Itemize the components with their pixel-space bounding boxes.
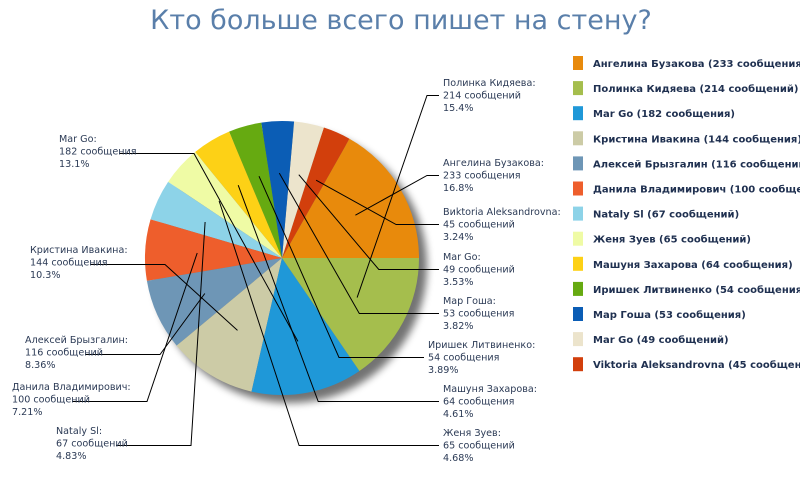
pie-slice: [251, 258, 360, 396]
legend-entry: Машуня Захарова (64 сообщения): [593, 259, 793, 271]
pie-slice: [282, 138, 419, 258]
legend-swatch: [573, 307, 583, 321]
slice-label: Mar Go:: [443, 252, 481, 263]
pie-slices: [144, 120, 419, 396]
legend-entry: Mar Go (182 сообщения): [593, 108, 735, 120]
leader-line: [72, 252, 198, 402]
slice-label: Женя Зуев:: [443, 428, 501, 439]
leader-line: [90, 264, 238, 331]
legend-swatch: [573, 281, 583, 296]
slice-label: Машуня Захарова:: [443, 384, 537, 395]
legend-entry: Ангелина Бузакова (233 сообщения): [593, 58, 800, 70]
slice-label: 8.36%: [25, 360, 55, 371]
legend-swatch: [573, 56, 583, 70]
chart-title: Кто больше всего пишет на стену?: [150, 5, 652, 36]
slice-label: 16.8%: [443, 183, 473, 194]
slice-label: 45 сообщений: [443, 220, 515, 231]
legend-swatch: [573, 206, 583, 221]
pie-slice: [282, 121, 324, 258]
slice-label: Виktoria Aleksandrovna:: [443, 207, 561, 218]
slice-label: 3.24%: [443, 232, 473, 243]
legend-swatch: [573, 81, 583, 96]
slice-label: Данила Владимирович:: [12, 382, 131, 393]
slice-label: Кристина Ивакина:: [30, 245, 128, 256]
slice-label: Мар Гоша:: [443, 296, 496, 307]
pie-slice: [144, 219, 282, 281]
legend-swatch: [573, 156, 583, 171]
leader-line: [298, 174, 439, 270]
slice-label: 3.82%: [443, 321, 473, 332]
slice-label: 144 сообщения: [30, 258, 108, 269]
legend-entry: Nataly Sl (67 сообщений): [593, 209, 739, 221]
legend-entry: Кристина Ивакина (144 сообщения): [593, 133, 800, 145]
legend-entry: Иришек Литвиненко (54 сообщения): [593, 284, 800, 296]
slice-label: 54 сообщения: [428, 353, 499, 364]
slice-label: 64 сообщения: [443, 397, 514, 408]
legend-swatch: [573, 357, 583, 372]
slice-label: Иришек Литвиненко:: [428, 340, 535, 351]
pie-slice: [261, 120, 295, 258]
slice-label: 10.3%: [30, 270, 60, 281]
leader-line: [218, 200, 439, 446]
leader-line: [278, 172, 439, 314]
slice-label: Mar Go:: [59, 134, 97, 145]
slice-label: Ангелина Бузакова:: [443, 158, 544, 169]
legend-swatch: [573, 131, 583, 146]
pie-slice: [176, 258, 282, 392]
slice-label: 4.83%: [56, 451, 86, 462]
pie-slice: [195, 131, 282, 258]
slice-label: 214 сообщений: [443, 91, 521, 102]
slice-label: 182 сообщения: [59, 147, 137, 158]
slice-label: 3.89%: [428, 365, 458, 376]
leader-line: [237, 185, 439, 402]
pie-slice: [229, 122, 282, 258]
legend-swatch: [573, 256, 583, 271]
leader-line: [119, 153, 299, 342]
pie-slice: [146, 258, 282, 346]
leader-line: [356, 95, 439, 298]
slice-label: 13.1%: [59, 159, 89, 170]
legend-entry: Данила Владимирович (100 сообщений): [593, 184, 800, 196]
leader-line: [258, 175, 424, 358]
legend-entry: Mar Go (49 сообщений): [593, 334, 729, 346]
slice-label: 7.21%: [12, 407, 42, 418]
slice-label: 233 сообщения: [443, 171, 521, 182]
legend-swatch: [573, 332, 583, 347]
leader-lines: [72, 95, 439, 446]
legend-swatch: [573, 106, 583, 121]
slice-label: 116 сообщений: [25, 348, 103, 359]
slice-label: 53 сообщения: [443, 309, 514, 320]
legend-swatch: [573, 231, 583, 246]
legend-entry: Женя Зуев (65 сообщений): [593, 234, 751, 246]
legend-entry: Алексей Брызгалин (116 сообщений): [593, 158, 800, 170]
slice-label: 3.53%: [443, 277, 473, 288]
slice-label: 67 сообщений: [56, 439, 128, 450]
slice-label: Алексей Брызгалин:: [25, 335, 128, 346]
slice-label: 100 сообщений: [12, 395, 90, 406]
leader-line: [355, 175, 439, 216]
slice-label: 49 сообщений: [443, 265, 515, 276]
legend: Ангелина Бузакова (233 сообщения) Полинка…: [573, 56, 800, 372]
leader-line: [85, 293, 206, 355]
slice-label: 4.61%: [443, 409, 473, 420]
legend-swatch: [573, 181, 583, 196]
legend-entry: Полинка Кидяева (214 сообщений): [593, 83, 798, 95]
slice-label: 15.4%: [443, 103, 473, 114]
pie-slice: [282, 127, 350, 258]
slice-label: Полинка Кидяева:: [443, 78, 536, 89]
pie-slice: [168, 152, 282, 258]
legend-entry: Viktoria Aleksandrovna (45 сообщений): [593, 359, 800, 371]
pie-slice: [282, 258, 419, 372]
leader-line: [315, 179, 439, 225]
pie-slice: [150, 181, 282, 258]
legend-entry: Мар Гоша (53 сообщения): [593, 309, 746, 321]
slice-label: 4.68%: [443, 453, 473, 464]
slice-label: Nataly Sl:: [56, 426, 102, 437]
slice-label: 65 сообщений: [443, 441, 515, 452]
